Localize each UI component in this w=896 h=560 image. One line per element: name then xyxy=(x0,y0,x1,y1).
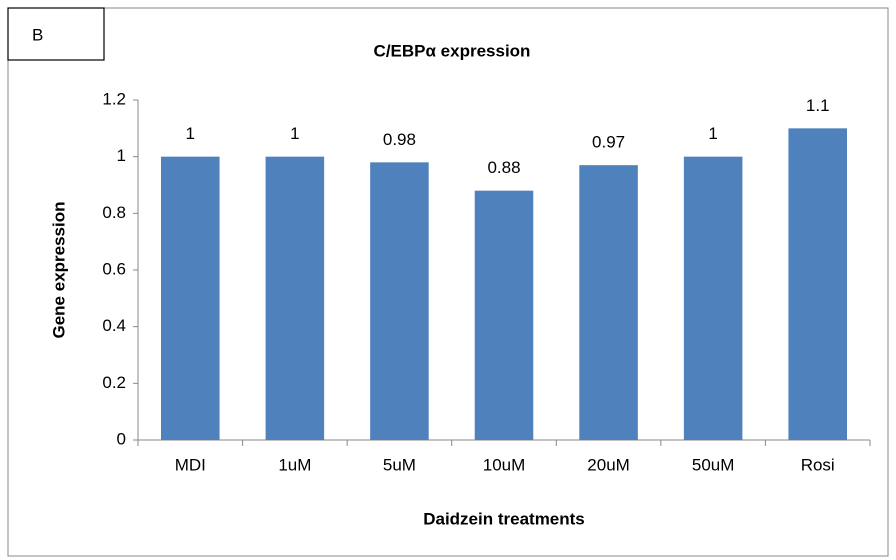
data-label: 1 xyxy=(290,124,299,143)
bar xyxy=(579,165,638,440)
bar xyxy=(683,156,743,440)
data-label: 1.1 xyxy=(806,96,830,115)
x-tick-label: 20uM xyxy=(587,455,630,474)
chart-title: C/EBPα expression xyxy=(374,41,531,60)
bar xyxy=(788,128,847,441)
data-label: 0.98 xyxy=(383,130,416,149)
y-tick-label: 0.2 xyxy=(102,373,126,392)
x-tick-label: MDI xyxy=(175,455,206,474)
data-label: 0.88 xyxy=(487,158,520,177)
y-tick-label: 0.8 xyxy=(102,203,126,222)
y-tick-label: 1.2 xyxy=(102,89,126,108)
data-label: 1 xyxy=(708,124,717,143)
bar xyxy=(161,156,220,440)
data-label: 0.97 xyxy=(592,133,625,152)
data-label: 1 xyxy=(186,124,195,143)
chart-border xyxy=(7,7,889,557)
x-tick-label: 5uM xyxy=(383,455,416,474)
panel-label: B xyxy=(32,25,43,44)
bar xyxy=(265,156,325,440)
bar xyxy=(370,162,429,441)
bar xyxy=(474,190,534,440)
x-axis-label: Daidzein treatments xyxy=(423,509,585,528)
x-tick-label: Rosi xyxy=(801,455,835,474)
y-tick-label: 0.6 xyxy=(102,259,126,278)
x-tick-label: 10uM xyxy=(483,455,526,474)
y-tick-label: 0 xyxy=(117,429,126,448)
y-axis-label: Gene expression xyxy=(49,201,68,338)
x-tick-label: 50uM xyxy=(692,455,735,474)
y-tick-label: 0.4 xyxy=(102,316,126,335)
y-tick-label: 1 xyxy=(117,146,126,165)
x-tick-label: 1uM xyxy=(278,455,311,474)
panel-label-box xyxy=(7,7,105,61)
